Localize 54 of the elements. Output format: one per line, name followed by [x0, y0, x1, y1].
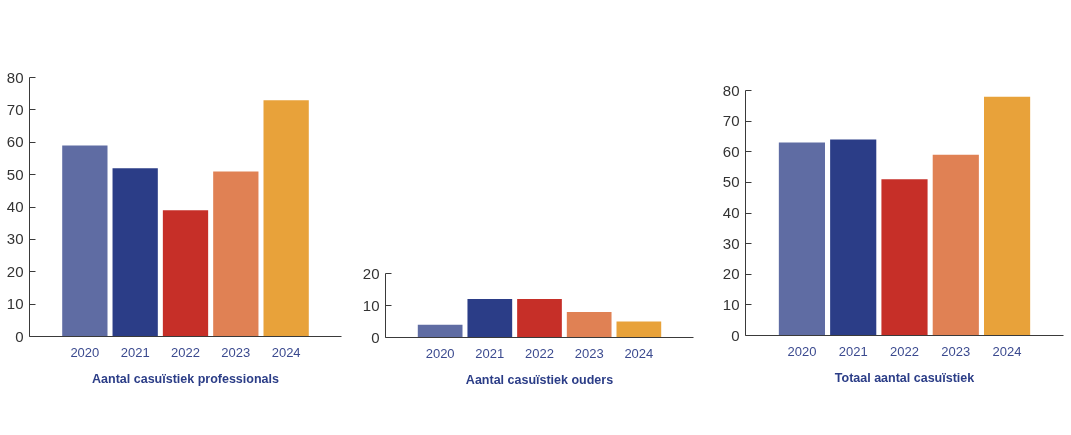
x-tick-label: 2021 — [838, 343, 868, 359]
y-tick-label: 40 — [722, 204, 740, 221]
bar — [566, 311, 612, 338]
x-tick-label: 2024 — [624, 345, 654, 361]
bar — [467, 299, 513, 338]
y-tick-label: 20 — [362, 264, 380, 282]
y-tick-label: 30 — [722, 234, 740, 252]
y-tick-label: 0 — [15, 327, 24, 345]
y-tick-label: 70 — [6, 100, 24, 118]
bar — [417, 324, 463, 338]
x-tick-label: 2022 — [171, 344, 200, 360]
y-tick-label: 70 — [722, 112, 740, 130]
y-tick-label: 20 — [6, 262, 24, 280]
y-tick-label: 60 — [722, 142, 740, 160]
text: Aantal casuïstiek ouders — [465, 372, 614, 387]
bar — [62, 145, 108, 337]
x-tick-label: 2024 — [271, 344, 301, 360]
x-tick-label: 2024 — [992, 343, 1022, 359]
x-tick-label: 2020 — [70, 344, 100, 360]
y-tick-label: 10 — [6, 295, 24, 313]
y-tick-label: 80 — [6, 68, 24, 86]
bar — [984, 96, 1031, 336]
y-tick-label: 80 — [722, 81, 740, 99]
y-tick-label: 10 — [362, 296, 380, 314]
x-tick-label: 2021 — [120, 344, 150, 360]
y-tick-label: 10 — [722, 295, 740, 313]
y-tick-label: 0 — [731, 326, 740, 344]
x-tick-label: 2020 — [787, 343, 817, 359]
x-tick-label: 2022 — [890, 343, 919, 359]
x-tick-label: 2023 — [941, 343, 971, 359]
y-tick-label: 50 — [722, 173, 740, 191]
bar — [932, 154, 979, 336]
y-tick-label: 30 — [6, 230, 24, 248]
text: Totaal aantal casuïstiek — [834, 370, 975, 385]
bar — [517, 299, 562, 338]
y-tick-label: 60 — [6, 133, 24, 151]
x-tick-label: 2021 — [475, 345, 505, 361]
bar — [616, 321, 662, 338]
bar — [112, 168, 158, 337]
y-tick-label: 0 — [371, 328, 380, 346]
bar — [263, 100, 309, 337]
x-tick-label: 2022 — [525, 345, 554, 361]
bar — [162, 210, 209, 337]
bar — [778, 142, 825, 336]
x-tick-label: 2023 — [221, 344, 251, 360]
x-tick-label: 2020 — [425, 345, 455, 361]
bar — [881, 179, 928, 336]
bar — [830, 139, 877, 336]
text: Aantal casuïstiek professionals — [92, 371, 279, 386]
y-tick-label: 20 — [722, 265, 740, 283]
bar — [213, 171, 259, 337]
y-tick-label: 50 — [6, 165, 24, 183]
y-tick-label: 40 — [6, 198, 24, 215]
x-tick-label: 2023 — [574, 345, 604, 361]
